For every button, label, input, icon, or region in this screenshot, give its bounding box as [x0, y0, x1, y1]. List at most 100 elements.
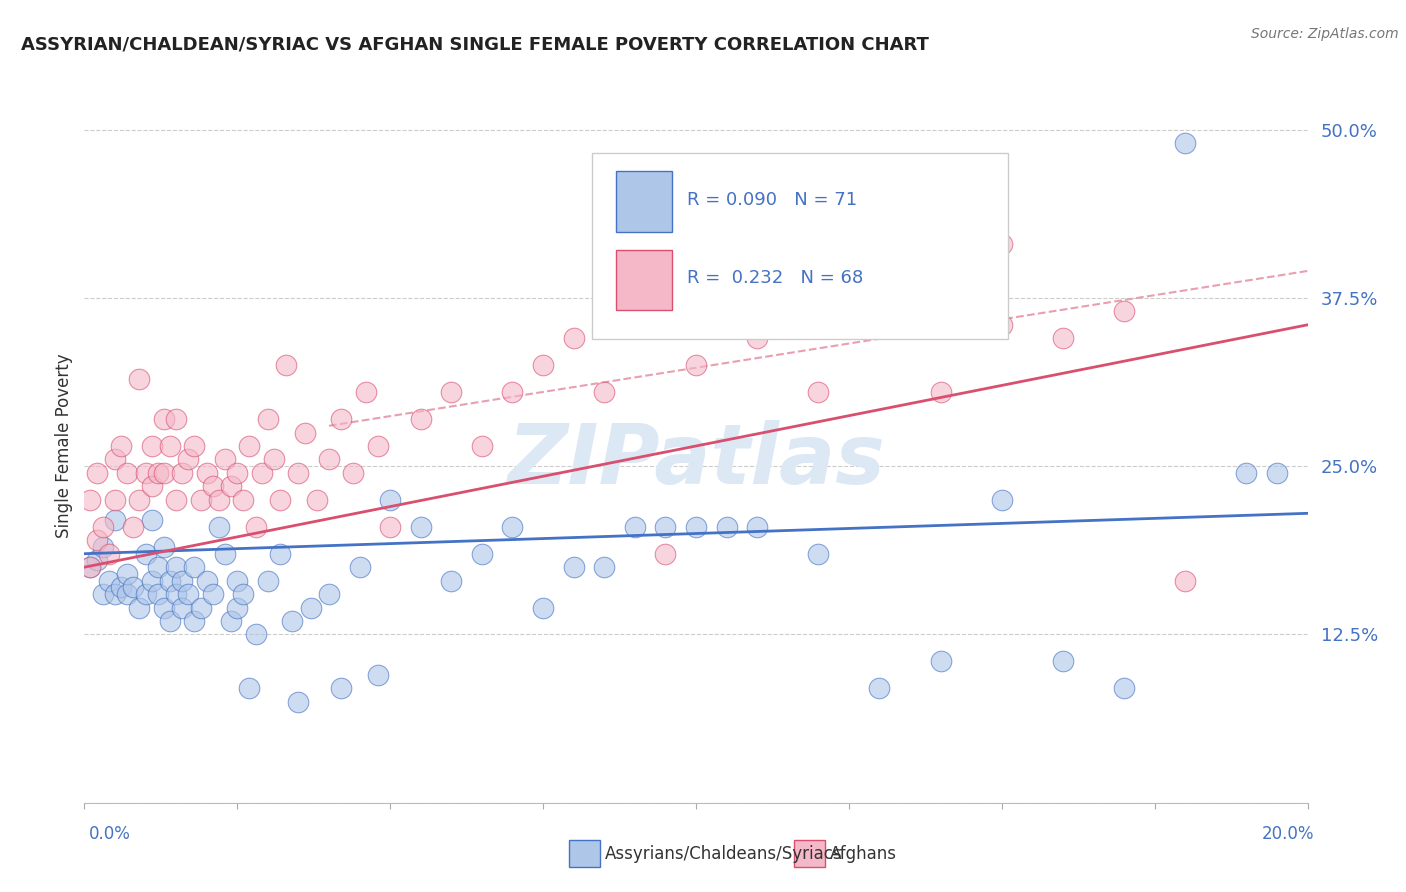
Point: [165, 560, 187, 574]
Point: [409, 520, 432, 534]
Point: [991, 318, 1014, 332]
Point: [624, 520, 647, 534]
Point: [177, 452, 200, 467]
Point: [183, 439, 205, 453]
Point: [257, 412, 280, 426]
Point: [141, 513, 163, 527]
Point: [593, 385, 616, 400]
Point: [208, 492, 231, 507]
Point: [747, 520, 769, 534]
Point: [269, 547, 291, 561]
Point: [159, 614, 181, 628]
Point: [165, 412, 187, 426]
Point: [562, 331, 585, 345]
Point: [79, 560, 101, 574]
Point: [409, 412, 432, 426]
Point: [807, 547, 830, 561]
Point: [287, 466, 309, 480]
Point: [190, 492, 212, 507]
Point: [135, 587, 157, 601]
Point: [1114, 681, 1136, 696]
Point: [1174, 574, 1197, 588]
Point: [747, 331, 769, 345]
Point: [471, 439, 494, 453]
Point: [349, 560, 371, 574]
Point: [440, 574, 463, 588]
Point: [929, 385, 952, 400]
Text: Assyrians/Chaldeans/Syriacs: Assyrians/Chaldeans/Syriacs: [605, 845, 842, 863]
Point: [190, 600, 212, 615]
Point: [232, 492, 254, 507]
Point: [153, 600, 176, 615]
Point: [153, 466, 176, 480]
FancyBboxPatch shape: [616, 250, 672, 310]
Text: 20.0%: 20.0%: [1263, 825, 1315, 843]
Point: [685, 520, 707, 534]
Point: [86, 466, 108, 480]
Point: [104, 452, 127, 467]
Point: [122, 580, 145, 594]
Point: [208, 520, 231, 534]
Point: [195, 574, 218, 588]
Point: [276, 358, 298, 372]
Point: [531, 600, 554, 615]
Point: [226, 600, 249, 615]
Point: [91, 520, 114, 534]
Point: [214, 452, 236, 467]
Point: [245, 520, 267, 534]
Point: [195, 466, 218, 480]
Point: [991, 237, 1014, 252]
Point: [172, 466, 194, 480]
Point: [531, 358, 554, 372]
Point: [471, 547, 494, 561]
Point: [593, 560, 616, 574]
FancyBboxPatch shape: [616, 171, 672, 232]
Point: [79, 560, 101, 574]
Point: [172, 574, 194, 588]
Point: [201, 587, 224, 601]
Point: [201, 479, 224, 493]
Point: [226, 574, 249, 588]
Point: [86, 553, 108, 567]
Point: [128, 372, 150, 386]
Point: [141, 574, 163, 588]
Point: [219, 479, 242, 493]
Point: [159, 439, 181, 453]
Point: [245, 627, 267, 641]
Point: [86, 533, 108, 548]
Point: [110, 580, 132, 594]
Point: [146, 587, 169, 601]
Point: [110, 439, 132, 453]
Point: [380, 520, 402, 534]
Point: [238, 681, 260, 696]
Point: [294, 425, 316, 440]
Point: [991, 492, 1014, 507]
Point: [1114, 304, 1136, 318]
Text: R = 0.090   N = 71: R = 0.090 N = 71: [688, 191, 858, 209]
Point: [104, 492, 127, 507]
Point: [502, 385, 524, 400]
Point: [146, 560, 169, 574]
Point: [330, 412, 353, 426]
Point: [1174, 136, 1197, 150]
Point: [115, 466, 138, 480]
Point: [342, 466, 364, 480]
Y-axis label: Single Female Poverty: Single Female Poverty: [55, 354, 73, 538]
Point: [104, 513, 127, 527]
Point: [281, 614, 304, 628]
Point: [869, 318, 891, 332]
Point: [685, 358, 707, 372]
Point: [135, 547, 157, 561]
Point: [146, 466, 169, 480]
Point: [502, 520, 524, 534]
Point: [1234, 466, 1257, 480]
Point: [128, 600, 150, 615]
Text: 0.0%: 0.0%: [89, 825, 131, 843]
Point: [97, 547, 120, 561]
Point: [305, 492, 328, 507]
Point: [122, 520, 145, 534]
Point: [91, 540, 114, 554]
Text: ASSYRIAN/CHALDEAN/SYRIAC VS AFGHAN SINGLE FEMALE POVERTY CORRELATION CHART: ASSYRIAN/CHALDEAN/SYRIAC VS AFGHAN SINGL…: [21, 36, 929, 54]
Point: [654, 520, 676, 534]
Point: [219, 614, 242, 628]
